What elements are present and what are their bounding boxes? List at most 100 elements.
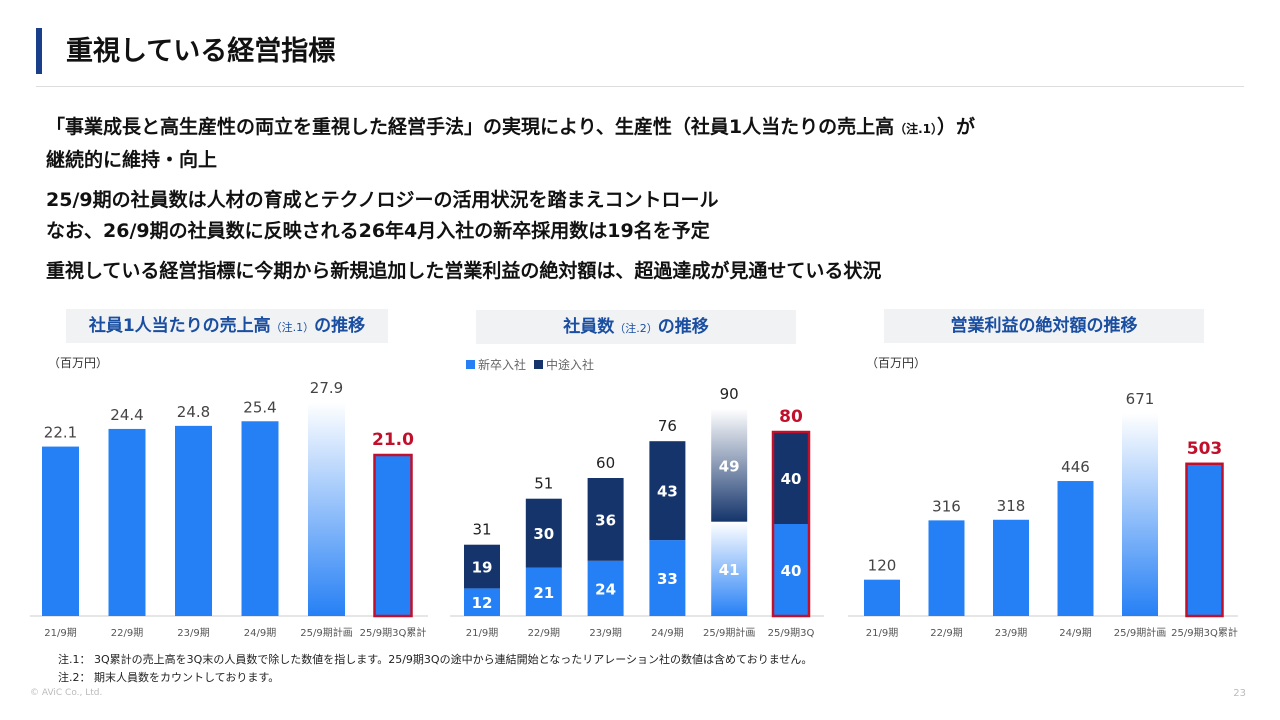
bullet-1-line2: 継続的に維持・向上 bbox=[46, 149, 218, 171]
summary-text: 「事業成長と高生産性の両立を重視した経営手法」の実現により、生産性（社員1人当た… bbox=[46, 112, 1236, 287]
sales-title-end: の推移 bbox=[314, 316, 366, 336]
segment-label-new: 40 bbox=[781, 562, 802, 580]
profit-chart: 120 21/9期 316 22/9期 318 23/9期 446 24/9期 671 25/9期… bbox=[848, 390, 1238, 639]
bar bbox=[175, 425, 212, 616]
data-label: 503 bbox=[1187, 439, 1223, 459]
total-label: 60 bbox=[596, 454, 615, 472]
staff-title-note: （注.2） bbox=[614, 322, 658, 335]
bar bbox=[928, 520, 965, 616]
data-label: 24.8 bbox=[177, 403, 210, 421]
legend-mid: 中途入社 bbox=[534, 356, 594, 373]
sales-title-note: （注.1） bbox=[270, 321, 315, 334]
data-label: 671 bbox=[1126, 390, 1155, 408]
data-label: 27.9 bbox=[310, 379, 343, 397]
legend-mid-label: 中途入社 bbox=[546, 358, 595, 372]
bar bbox=[108, 428, 146, 616]
bar bbox=[241, 421, 279, 616]
sales-unit: （百万円） bbox=[48, 356, 109, 370]
bar-segment-mid bbox=[649, 441, 686, 541]
bar-segment-mid bbox=[773, 432, 809, 524]
legend-new-label: 新卒入社 bbox=[478, 358, 527, 372]
staff-title-text: 社員数 bbox=[563, 317, 615, 337]
segment-label-mid: 30 bbox=[533, 525, 554, 543]
staff-legend: 新卒入社 中途入社 bbox=[466, 356, 602, 373]
segment-label-mid: 19 bbox=[472, 559, 493, 577]
bullet-2-line2: なお、26/9期の社員数に反映される26年4月入社の新卒採用数は19名を予定 bbox=[46, 220, 710, 242]
sales-title-text: 社員1人当たりの売上高 bbox=[88, 316, 271, 336]
segment-label-mid: 43 bbox=[657, 483, 678, 501]
footnote-1-text: 3Q累計の売上高を3Q末の人員数で除した数値を指します。25/9期3Qの途中から… bbox=[94, 653, 813, 666]
x-tick-label: 21/9期 bbox=[44, 627, 76, 639]
page-title: 重視している経営指標 bbox=[66, 36, 336, 67]
x-tick-label: 22/9期 bbox=[528, 627, 560, 639]
staff-chart-title: 社員数（注.2）の推移 bbox=[476, 310, 796, 344]
bar-segment-new bbox=[649, 540, 686, 616]
data-label: 120 bbox=[868, 557, 897, 575]
bar-segment-mid bbox=[464, 544, 500, 589]
data-label: 446 bbox=[1061, 458, 1090, 476]
sales-chart-title: 社員1人当たりの売上高（注.1）の推移 bbox=[66, 309, 388, 343]
bar-segment-mid bbox=[525, 498, 562, 568]
data-label: 22.1 bbox=[44, 424, 77, 442]
bar bbox=[864, 579, 900, 616]
bullet-1: 「事業成長と高生産性の両立を重視した経営手法」の実現により、生産性（社員1人当た… bbox=[46, 112, 1236, 145]
x-tick-label: 23/9期 bbox=[589, 627, 621, 639]
profit-unit: （百万円） bbox=[866, 356, 927, 370]
footnote-1-label: 注.1： bbox=[58, 653, 91, 666]
bar bbox=[42, 446, 79, 616]
x-tick-label: 25/9期3Q累計 bbox=[1171, 626, 1238, 639]
bar-segment-new bbox=[464, 588, 500, 616]
footnote-2-text: 期末人員数をカウントしております。 bbox=[94, 671, 280, 684]
x-tick-label: 25/9期計画 bbox=[300, 626, 352, 639]
bar-segment-new bbox=[587, 560, 624, 616]
segment-label-new: 21 bbox=[533, 584, 554, 602]
x-tick-label: 22/9期 bbox=[111, 627, 143, 639]
bar bbox=[993, 519, 1029, 616]
legend-new-swatch bbox=[466, 360, 475, 369]
bar-segment-mid bbox=[587, 478, 624, 561]
x-tick-label: 21/9期 bbox=[466, 627, 498, 639]
segment-label-mid: 40 bbox=[781, 470, 802, 488]
bullet-1-end: ）が bbox=[937, 116, 976, 138]
highlight-frame bbox=[771, 430, 811, 618]
copyright: © AViC Co., Ltd. bbox=[30, 688, 103, 698]
title-accent-bar bbox=[36, 28, 42, 74]
footnote-2-label: 注.2： bbox=[58, 671, 91, 684]
staff-title-end: の推移 bbox=[657, 317, 709, 337]
bar-segment-new bbox=[773, 524, 809, 616]
legend-mid-swatch bbox=[534, 360, 544, 369]
data-label: 24.4 bbox=[110, 406, 143, 424]
bar bbox=[1057, 481, 1094, 616]
profit-chart-title: 営業利益の絶対額の推移 bbox=[884, 309, 1204, 343]
data-label: 21.0 bbox=[372, 430, 414, 450]
bar bbox=[373, 453, 413, 618]
bullet-1-text: 「事業成長と高生産性の両立を重視した経営手法」の実現により、生産性（社員1人当た… bbox=[46, 116, 895, 138]
bar bbox=[308, 402, 345, 616]
total-label: 80 bbox=[779, 407, 803, 427]
bullet-1-note: （注.1） bbox=[894, 122, 938, 136]
total-label: 51 bbox=[534, 475, 553, 493]
x-tick-label: 23/9期 bbox=[995, 627, 1027, 639]
bullet-2: 25/9期の社員数は人材の育成とテクノロジーの活用状況を踏まえコントロール bbox=[46, 189, 719, 211]
footnote-2: 注.2： 期末人員数をカウントしております。 bbox=[58, 669, 812, 687]
title-divider bbox=[36, 86, 1244, 87]
x-tick-label: 25/9期計画 bbox=[703, 626, 755, 639]
x-tick-label: 21/9期 bbox=[866, 627, 898, 639]
data-label: 318 bbox=[997, 497, 1026, 515]
x-tick-label: 25/9期計画 bbox=[1114, 626, 1166, 639]
x-tick-label: 24/9期 bbox=[1059, 627, 1091, 639]
x-tick-label: 22/9期 bbox=[930, 627, 962, 639]
x-tick-label: 23/9期 bbox=[177, 627, 209, 639]
footnotes: 注.1： 3Q累計の売上高を3Q末の人員数で除した数値を指します。25/9期3Q… bbox=[58, 651, 812, 687]
bar bbox=[1122, 412, 1158, 616]
bullet-3: 重視している経営指標に今期から新規追加した営業利益の絶対額は、超過達成が見通せて… bbox=[46, 260, 882, 282]
data-label: 316 bbox=[932, 497, 961, 515]
total-label: 90 bbox=[720, 385, 739, 403]
x-tick-label: 24/9期 bbox=[244, 627, 276, 639]
x-tick-label: 25/9期3Q bbox=[768, 627, 815, 639]
segment-label-new: 12 bbox=[472, 594, 493, 612]
sales-chart: 22.1 21/9期 24.4 22/9期 24.8 23/9期 25.4 24/9期 27.9… bbox=[30, 379, 428, 639]
bar-segment-mid bbox=[711, 409, 748, 522]
segment-label-new: 33 bbox=[657, 570, 678, 588]
bar-segment-new bbox=[711, 521, 748, 616]
